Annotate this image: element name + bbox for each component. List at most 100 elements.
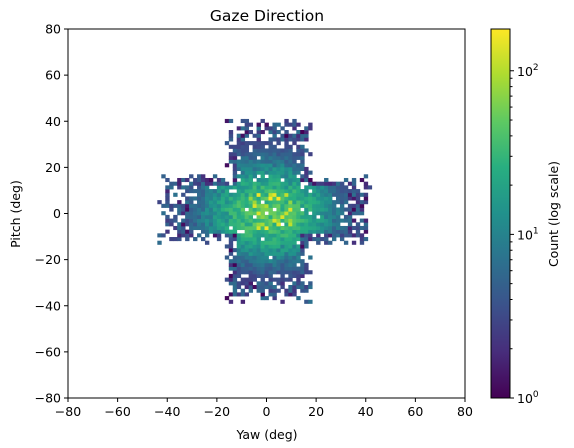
heatmap-cell [244, 148, 250, 153]
heatmap-cell [280, 244, 285, 249]
heatmap-cell [292, 229, 297, 234]
heatmap-cell [181, 229, 186, 234]
heatmap-cell [300, 144, 305, 149]
heatmap-cell [268, 163, 273, 168]
heatmap-cell [343, 214, 349, 219]
heatmap-cell [252, 133, 257, 138]
heatmap-cell [288, 200, 293, 205]
heatmap-cell [363, 185, 369, 190]
heatmap-cell [284, 229, 289, 234]
heatmap-cell [347, 196, 353, 201]
heatmap-cell [240, 126, 246, 131]
heatmap-cell [280, 214, 285, 219]
heatmap-cell [296, 222, 301, 227]
heatmap-cell [161, 233, 166, 238]
heatmap-cell [244, 166, 250, 172]
heatmap-cell [228, 159, 234, 164]
heatmap-cell [185, 222, 190, 227]
heatmap-cell [232, 200, 238, 205]
heatmap-cell [260, 203, 265, 208]
heatmap-cell [228, 292, 234, 297]
heatmap-cell [363, 225, 369, 231]
heatmap-cell [212, 174, 218, 179]
heatmap-cell [304, 192, 309, 197]
colorbar-label: Count (log scale) [546, 161, 561, 267]
heatmap-cell [300, 222, 305, 227]
heatmap-cell [304, 166, 309, 172]
heatmap-cell [272, 159, 277, 164]
heatmap-cell [193, 214, 198, 219]
heatmap-cell [272, 277, 277, 282]
heatmap-cell [216, 200, 222, 205]
heatmap-cell [276, 251, 281, 256]
heatmap-cell [256, 288, 261, 293]
heatmap-cell [292, 155, 297, 160]
heatmap-cell [308, 214, 313, 219]
heatmap-cell [312, 229, 317, 234]
heatmap-cell [248, 288, 254, 293]
y-tick-label: −20 [35, 252, 61, 267]
heatmap-cell [252, 262, 257, 267]
heatmap-cell [316, 233, 321, 238]
heatmap-cell [268, 185, 273, 190]
heatmap-cell [292, 218, 297, 223]
heatmap-cell [280, 189, 285, 194]
heatmap-cell [363, 229, 369, 234]
heatmap-cell [200, 196, 206, 201]
heatmap-cell [252, 251, 257, 256]
heatmap-cell [268, 251, 273, 256]
heatmap-cell [324, 177, 329, 183]
heatmap-cell [292, 170, 297, 175]
heatmap-cell [296, 130, 301, 135]
heatmap-cell [204, 189, 210, 194]
heatmap-cell [224, 233, 230, 238]
heatmap-cell [232, 214, 238, 219]
heatmap-cell [244, 200, 250, 205]
heatmap-cell [228, 262, 234, 267]
heatmap-cell [355, 189, 361, 194]
heatmap-cell [193, 177, 198, 183]
heatmap-cell [256, 203, 261, 208]
heatmap-cell [252, 166, 257, 172]
heatmap-cell [256, 214, 261, 219]
y-tick-label: −80 [35, 391, 61, 406]
heatmap-cell [232, 166, 238, 172]
heatmap-cell [256, 196, 261, 201]
heatmap-cell [296, 270, 301, 275]
heatmap-cell [288, 185, 293, 190]
heatmap-cell [320, 200, 325, 205]
heatmap-cell [216, 203, 222, 208]
heatmap-cell [244, 233, 250, 238]
heatmap-cell [359, 218, 365, 223]
heatmap-cell [316, 203, 321, 208]
colorbar [491, 29, 510, 398]
heatmap-cell [260, 196, 265, 201]
heatmap-cell [248, 259, 254, 264]
heatmap-cell [324, 214, 329, 219]
heatmap-cell [240, 211, 246, 216]
heatmap-cell [216, 211, 222, 216]
heatmap-cell [276, 277, 281, 282]
heatmap-cell [276, 225, 281, 231]
heatmap-cell [359, 233, 365, 238]
heatmap-cell [240, 200, 246, 205]
heatmap-cell [244, 277, 250, 282]
heatmap-cell [228, 137, 234, 142]
heatmap-cell [284, 189, 289, 194]
heatmap-cell [296, 203, 301, 208]
heatmap-cell [276, 203, 281, 208]
heatmap-cell [292, 192, 297, 197]
heatmap-cell [220, 177, 226, 183]
heatmap-cell [240, 133, 246, 138]
heatmap-cell [252, 196, 257, 201]
heatmap-cell [280, 200, 285, 205]
heatmap-cell [193, 225, 198, 231]
heatmap-cell [308, 270, 313, 275]
heatmap-cell [280, 152, 285, 157]
heatmap-cell [359, 225, 365, 231]
heatmap-cell [288, 144, 293, 149]
heatmap-cell [200, 203, 206, 208]
heatmap-cell [244, 281, 250, 286]
heatmap-cell [189, 229, 194, 234]
heatmap-cell [228, 214, 234, 219]
